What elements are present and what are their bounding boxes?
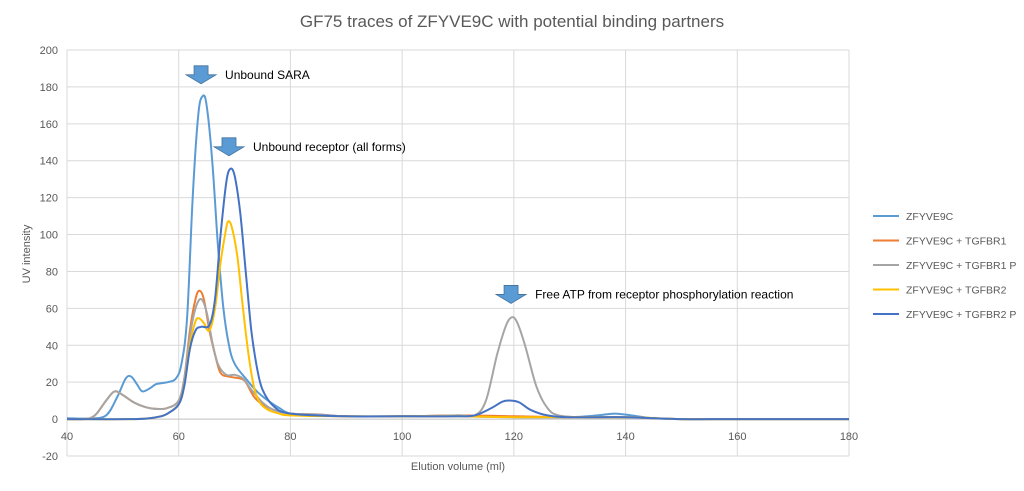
y-tick-label: -20 xyxy=(42,451,58,463)
chart-title: GF75 traces of ZFYVE9C with potential bi… xyxy=(300,12,724,31)
x-tick-label: 120 xyxy=(505,431,523,443)
y-tick-label: 20 xyxy=(46,377,58,389)
legend-label: ZFYVE9C + TGFBR1 P xyxy=(906,260,1016,272)
series-line-zfyve9c xyxy=(66,94,849,421)
y-tick-label: 180 xyxy=(40,82,58,94)
series-line-zfyve9c-tgfbr1-p xyxy=(66,298,849,421)
y-tick-label: 60 xyxy=(46,303,58,315)
x-axis-label: Elution volume (ml) xyxy=(411,461,505,473)
y-tick-label: 0 xyxy=(52,414,58,426)
y-tick-label: 40 xyxy=(46,340,58,352)
x-tick-label: 100 xyxy=(393,431,411,443)
series-lines xyxy=(66,94,849,421)
legend-label: ZFYVE9C xyxy=(906,211,954,223)
legend-label: ZFYVE9C + TGFBR2 P xyxy=(906,309,1016,321)
y-axis-label: UV intensity xyxy=(21,224,33,283)
annotation-label: Unbound SARA xyxy=(225,68,310,82)
legend: ZFYVE9C ZFYVE9C + TGFBR1 ZFYVE9C + TGFBR1 … xyxy=(873,211,1016,321)
annotation-arrow-icon xyxy=(494,285,528,304)
grid xyxy=(66,49,850,457)
annotation-label: Free ATP from receptor phosphorylation r… xyxy=(535,287,793,301)
y-tick-label: 80 xyxy=(46,266,58,278)
annotation-arrow-icon xyxy=(184,65,218,85)
annotation-arrow-icon xyxy=(212,137,246,157)
legend-label: ZFYVE9C + TGFBR1 xyxy=(906,236,1007,248)
y-tick-label: 140 xyxy=(40,156,58,168)
annotations: Unbound SARA Unbound receptor (all forms)… xyxy=(184,65,793,304)
x-tick-label: 80 xyxy=(284,431,296,443)
x-axis-ticks: 40 60 80 100 120 140 160 180 xyxy=(61,431,858,443)
y-tick-label: 160 xyxy=(40,119,58,131)
series-line-zfyve9c-tgfbr2-p xyxy=(66,167,849,421)
legend-label: ZFYVE9C + TGFBR2 xyxy=(906,285,1007,297)
y-tick-label: 100 xyxy=(40,230,58,242)
y-axis-ticks: -20 0 20 40 60 80 100 120 140 160 180 200 xyxy=(40,45,58,463)
x-tick-label: 140 xyxy=(616,431,634,443)
x-tick-label: 40 xyxy=(61,431,73,443)
y-tick-label: 120 xyxy=(40,193,58,205)
x-tick-label: 60 xyxy=(173,431,185,443)
annotation-label: Unbound receptor (all forms) xyxy=(253,140,406,154)
y-tick-label: 200 xyxy=(40,45,58,57)
series-line-zfyve9c-tgfbr1 xyxy=(66,289,849,421)
x-tick-label: 180 xyxy=(840,431,858,443)
x-tick-label: 160 xyxy=(728,431,746,443)
